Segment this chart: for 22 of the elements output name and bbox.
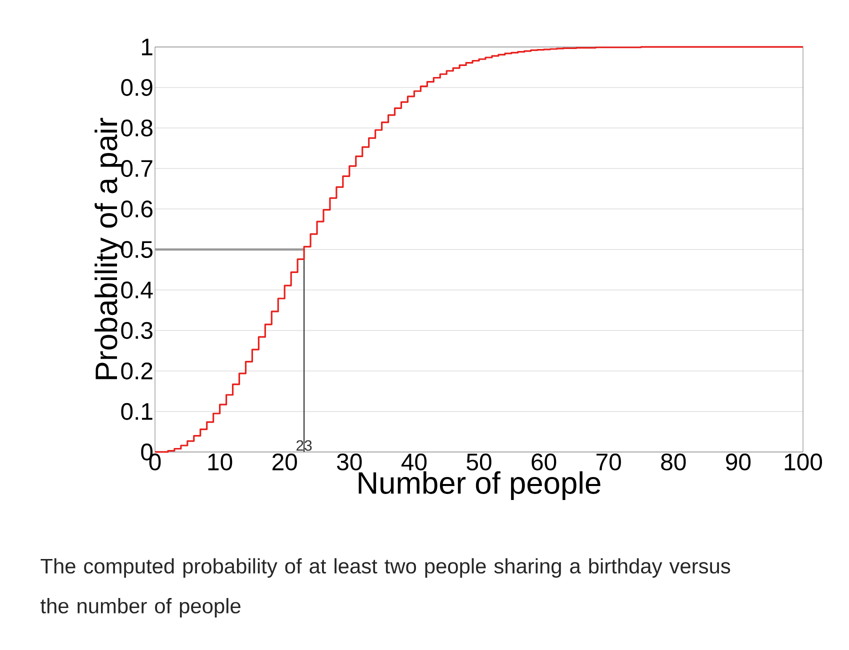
y-tick-label: 0.7: [121, 160, 152, 177]
text: The computed probability of at least two people sharing a birthday versus the number of people: [40, 558, 730, 618]
y-tick-label: 0.2: [121, 362, 152, 380]
x-axis-title: Number of people: [358, 471, 600, 500]
y-tick-label: 0.6: [121, 200, 152, 218]
x-tick-label: 80: [661, 454, 686, 470]
x-tick-label: 30: [337, 454, 362, 470]
x-tick-label: 50: [466, 454, 492, 470]
x-tick-label: 20: [272, 454, 297, 470]
y-tick-label: 0.5: [121, 241, 152, 258]
x-tick-label: 10: [208, 454, 232, 470]
y-tick-label: 1: [142, 38, 152, 56]
x-tick-label: 100: [784, 454, 822, 470]
x-tick-label: 70: [596, 454, 621, 470]
x-tick-label: 40: [401, 454, 427, 470]
y-tick-label: 0.8: [121, 120, 152, 136]
x-tick-label: 90: [726, 454, 751, 470]
y-tick-label: 0.9: [121, 79, 152, 96]
y-tick-label: 0.4: [121, 282, 153, 298]
x-tick-label: 60: [532, 454, 556, 470]
y-tick-label: 0.1: [121, 403, 152, 420]
y-tick-label: 0.3: [121, 322, 152, 339]
